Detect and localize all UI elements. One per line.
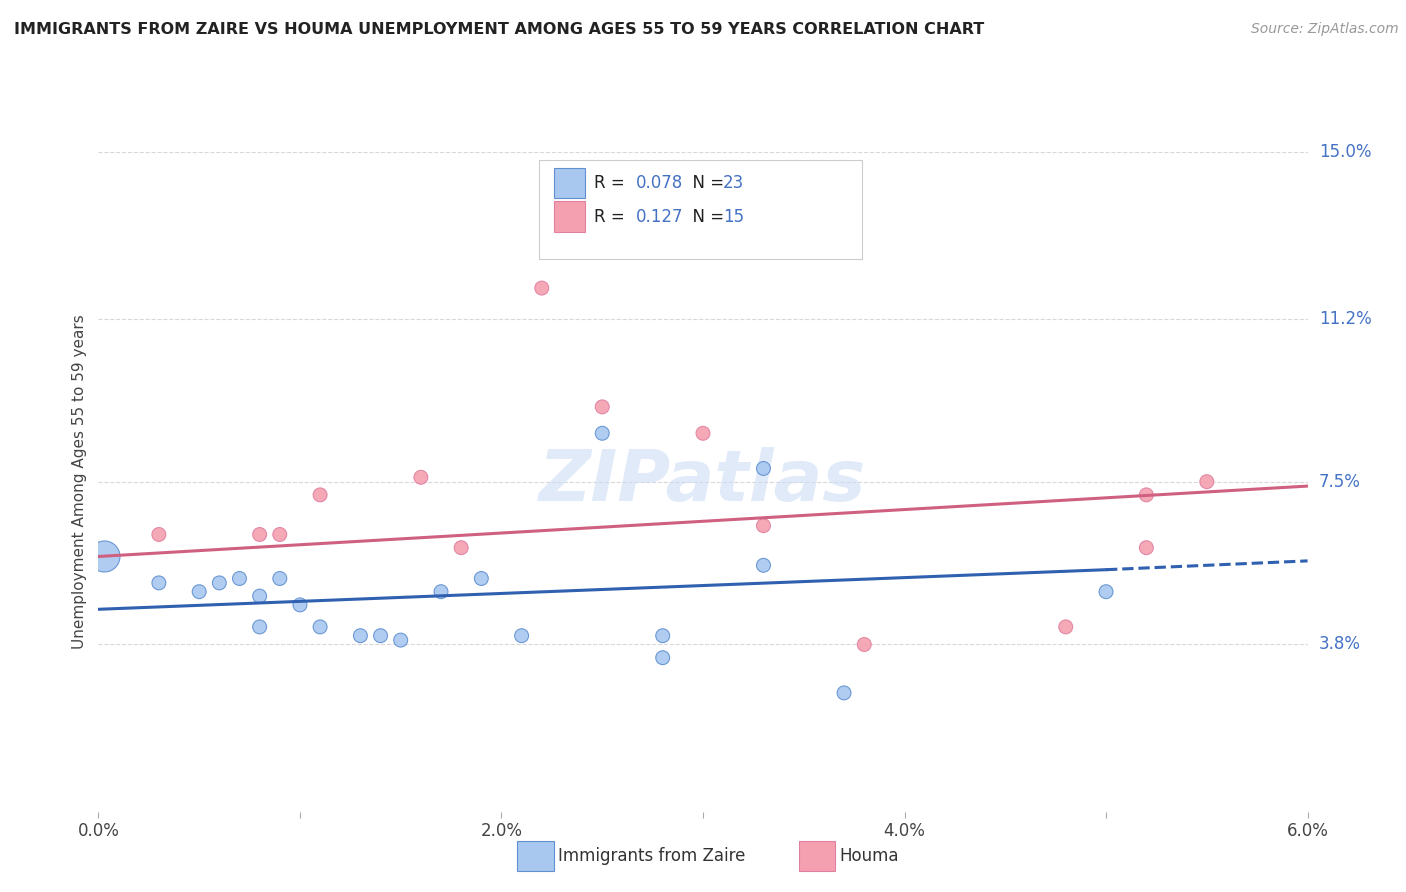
Point [752, 461, 775, 475]
Point [651, 629, 673, 643]
Point [651, 650, 673, 665]
Point [1135, 488, 1157, 502]
Text: R =: R = [593, 208, 636, 226]
Text: 0.127: 0.127 [636, 208, 683, 226]
Point [93, 549, 115, 564]
Text: Immigrants from Zaire: Immigrants from Zaire [558, 847, 745, 865]
Point [188, 584, 211, 599]
Text: 0.078: 0.078 [636, 174, 683, 192]
Point [148, 527, 170, 541]
Point [208, 575, 231, 590]
Point [1095, 584, 1118, 599]
Point [409, 470, 432, 484]
Text: N =: N = [682, 208, 730, 226]
Point [309, 488, 332, 502]
Text: 3.8%: 3.8% [1319, 635, 1361, 654]
Text: IMMIGRANTS FROM ZAIRE VS HOUMA UNEMPLOYMENT AMONG AGES 55 TO 59 YEARS CORRELATIO: IMMIGRANTS FROM ZAIRE VS HOUMA UNEMPLOYM… [14, 22, 984, 37]
Text: 23: 23 [723, 174, 744, 192]
Text: R =: R = [593, 174, 636, 192]
Point [249, 527, 271, 541]
Point [752, 518, 775, 533]
Text: Houma: Houma [839, 847, 898, 865]
Point [510, 629, 533, 643]
Point [853, 638, 876, 652]
Point [470, 572, 492, 586]
Point [692, 426, 714, 441]
Point [249, 620, 271, 634]
Text: N =: N = [682, 174, 730, 192]
Text: ZIPatlas: ZIPatlas [540, 447, 866, 516]
Point [288, 598, 311, 612]
Point [269, 572, 291, 586]
Point [591, 426, 613, 441]
Point [269, 527, 291, 541]
Point [832, 686, 855, 700]
Point [1135, 541, 1157, 555]
Point [148, 575, 170, 590]
Point [228, 572, 250, 586]
Point [389, 633, 412, 648]
Point [370, 629, 392, 643]
Point [309, 620, 332, 634]
Point [249, 589, 271, 603]
Text: Source: ZipAtlas.com: Source: ZipAtlas.com [1251, 22, 1399, 37]
Text: 15: 15 [723, 208, 744, 226]
Point [591, 400, 613, 414]
Y-axis label: Unemployment Among Ages 55 to 59 years: Unemployment Among Ages 55 to 59 years [72, 314, 87, 649]
Point [752, 558, 775, 573]
Text: 7.5%: 7.5% [1319, 473, 1361, 491]
Point [530, 281, 553, 295]
Point [349, 629, 371, 643]
Point [1054, 620, 1077, 634]
Text: 15.0%: 15.0% [1319, 143, 1371, 161]
Text: 11.2%: 11.2% [1319, 310, 1371, 328]
Point [430, 584, 453, 599]
Point [450, 541, 472, 555]
Point [1195, 475, 1218, 489]
